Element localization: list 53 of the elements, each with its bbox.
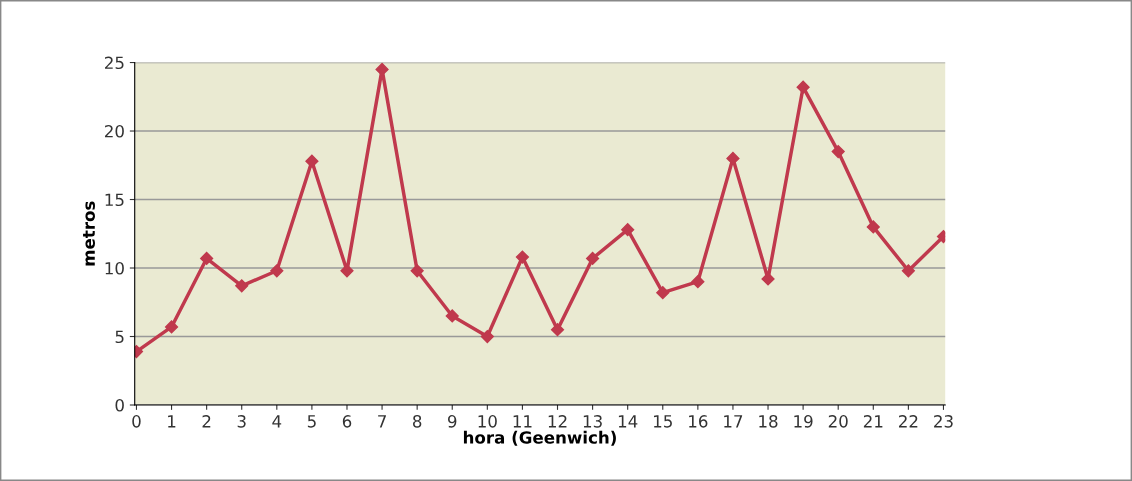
point bbox=[621, 223, 635, 237]
point bbox=[480, 329, 494, 344]
point bbox=[515, 250, 530, 264]
x-tick-label: 18 bbox=[759, 415, 778, 428]
point bbox=[305, 154, 319, 168]
x-tick-label: 10 bbox=[478, 415, 497, 428]
x-tick-label: 19 bbox=[794, 415, 813, 428]
point bbox=[586, 251, 600, 266]
y-tick-label: 0 bbox=[115, 398, 124, 412]
x-tick-label: 1 bbox=[168, 415, 176, 428]
x-tick-label: 4 bbox=[272, 415, 282, 428]
point bbox=[164, 320, 179, 334]
x-tick-label: 13 bbox=[583, 415, 602, 428]
x-tick-label: 0 bbox=[132, 415, 141, 428]
point bbox=[235, 279, 249, 293]
x-tick-label: 17 bbox=[724, 415, 743, 428]
point bbox=[901, 264, 915, 278]
y-tick-label: 10 bbox=[105, 261, 124, 275]
point bbox=[445, 309, 459, 323]
x-tick-label: 14 bbox=[618, 415, 638, 428]
y-tick-label: 5 bbox=[115, 330, 124, 344]
point bbox=[866, 220, 880, 234]
point bbox=[761, 272, 775, 286]
y-axis-title: metros bbox=[83, 201, 95, 266]
x-tick-label: 22 bbox=[899, 415, 918, 428]
point bbox=[831, 144, 845, 159]
x-tick-label: 12 bbox=[548, 415, 567, 428]
x-tick-label: 5 bbox=[307, 415, 316, 428]
point bbox=[200, 251, 214, 266]
point bbox=[796, 80, 810, 94]
x-tick-label: 21 bbox=[863, 415, 883, 428]
x-axis-title: hora (Geenwich) bbox=[463, 430, 616, 446]
point bbox=[410, 264, 424, 278]
y-tick-label: 20 bbox=[105, 124, 124, 138]
x-tick-label: 9 bbox=[447, 415, 457, 428]
point bbox=[340, 264, 354, 278]
x-tick-label: 20 bbox=[828, 415, 848, 428]
point bbox=[550, 323, 565, 337]
x-tick-label: 16 bbox=[689, 415, 708, 428]
point bbox=[656, 286, 670, 300]
x-tick-label: 23 bbox=[934, 415, 953, 428]
point bbox=[375, 62, 389, 76]
point bbox=[691, 275, 705, 289]
x-tick-label: 7 bbox=[378, 415, 386, 428]
x-tick-label: 8 bbox=[412, 415, 422, 428]
x-tick-label: 11 bbox=[513, 415, 532, 428]
y-tick-label: 15 bbox=[105, 193, 124, 207]
x-tick-label: 2 bbox=[202, 415, 211, 428]
x-tick-label: 3 bbox=[237, 415, 246, 428]
y-tick-label: 25 bbox=[105, 56, 124, 70]
x-tick-label: 6 bbox=[342, 415, 352, 428]
point bbox=[270, 264, 284, 278]
x-tick-label: 15 bbox=[654, 415, 672, 428]
